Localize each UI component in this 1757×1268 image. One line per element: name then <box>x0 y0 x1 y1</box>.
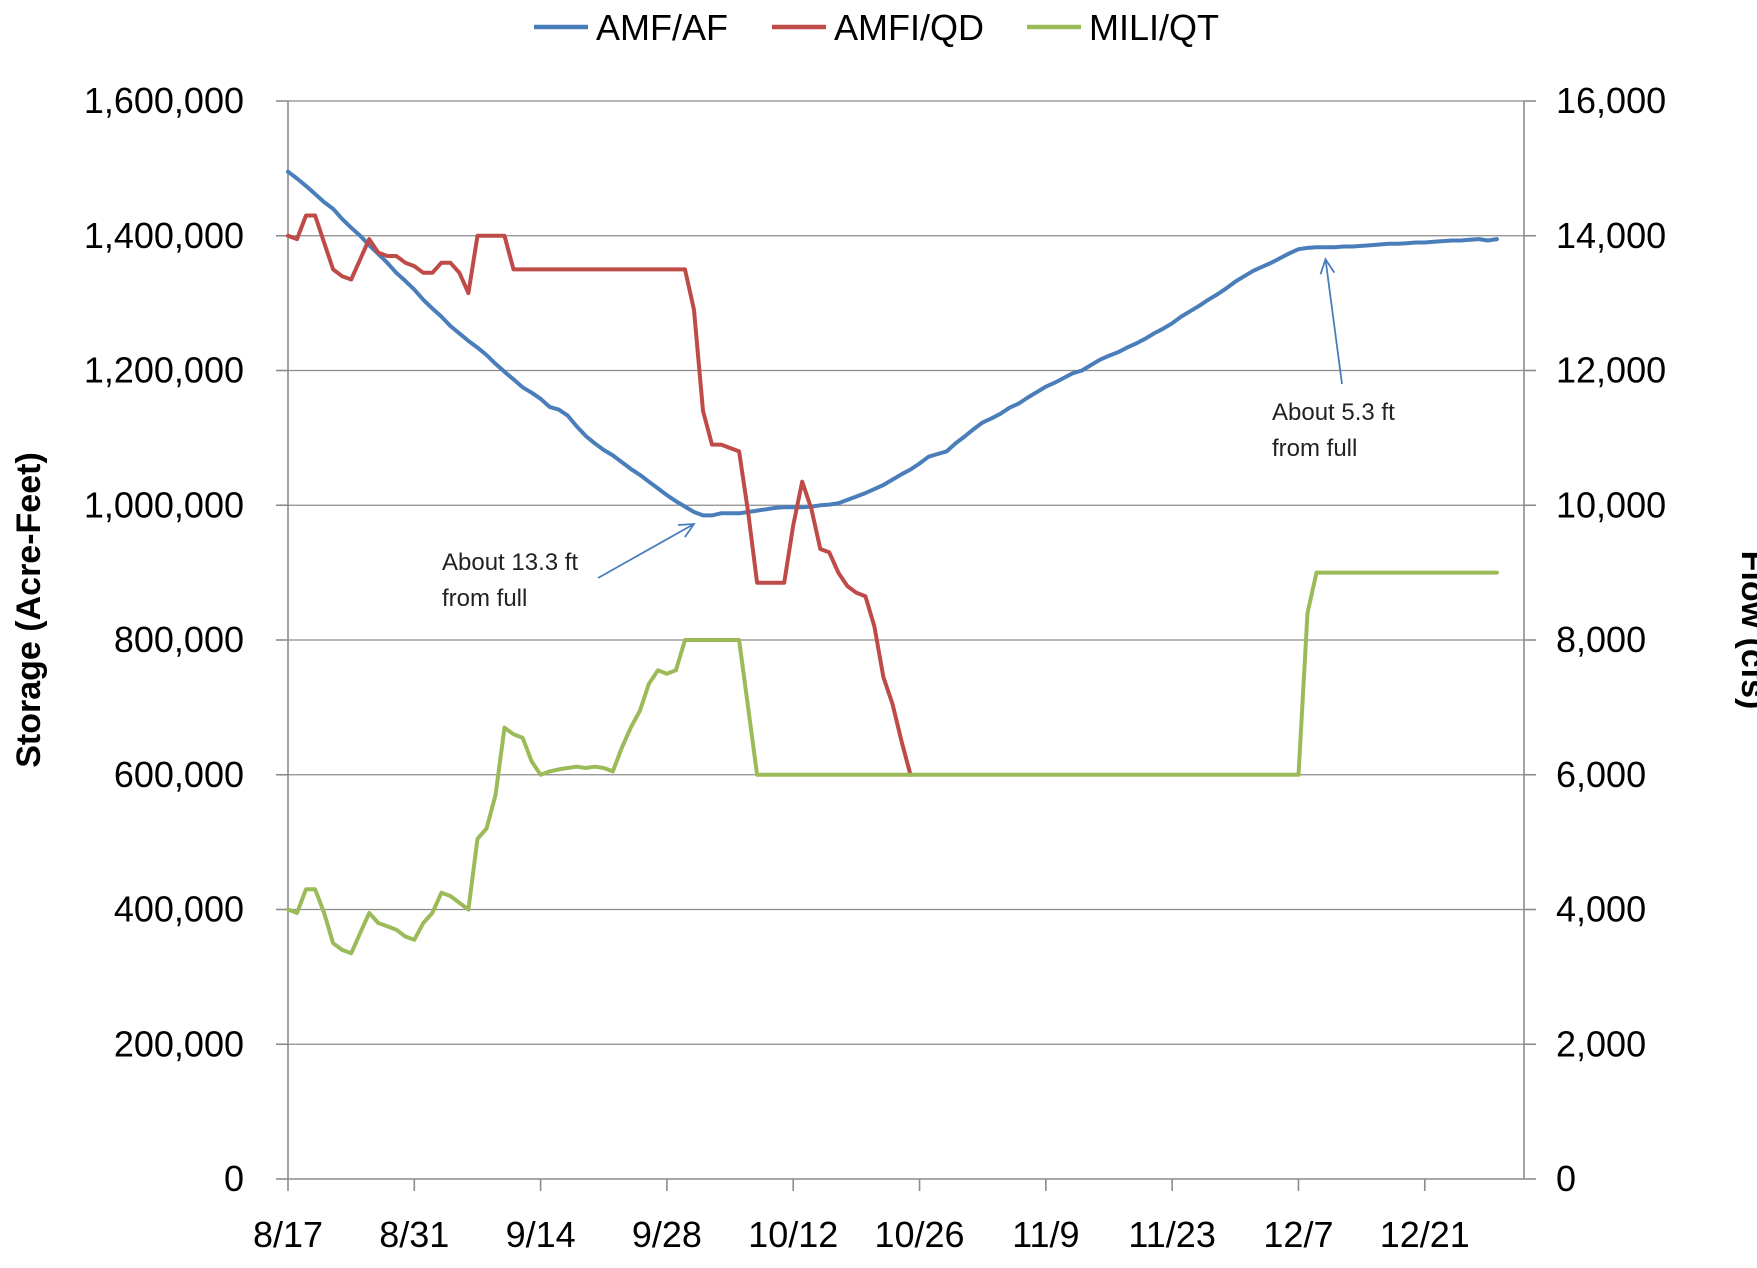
y2-tick-label: 12,000 <box>1556 350 1666 391</box>
y-tick-label: 600,000 <box>114 754 244 795</box>
y-tick-label: 1,600,000 <box>84 80 244 121</box>
axes: 0 0 200,000 2,000 400,000 4,000 600,000 6,000 80… <box>84 80 1666 1255</box>
annotation-arrowhead <box>1319 257 1336 275</box>
y2-tick-label: 4,000 <box>1556 889 1646 930</box>
annotation-text: from full <box>1272 435 1357 462</box>
y-axis-title: Storage (Acre-Feet) <box>10 452 48 768</box>
legend-label: AMFI/QD <box>834 7 984 48</box>
legend-label: MILI/QT <box>1089 7 1219 48</box>
x-tick-label: 9/28 <box>632 1214 702 1255</box>
x-tick-label: 12/7 <box>1263 1214 1333 1255</box>
y-tick-label: 1,400,000 <box>84 215 244 256</box>
legend-label: AMF/AF <box>596 7 728 48</box>
y-tick-label: 0 <box>224 1158 244 1199</box>
y2-tick-label: 6,000 <box>1556 754 1646 795</box>
x-tick-label: 8/17 <box>253 1214 323 1255</box>
annotation-text: About 5.3 ft <box>1272 399 1395 426</box>
annotation-arrow <box>1324 259 1343 385</box>
series-line-mili-qt <box>286 570 1499 956</box>
series-lines <box>286 169 1499 956</box>
y2-axis-title: Flow (cfs) <box>1734 551 1757 710</box>
annotation-text: About 13.3 ft <box>442 549 578 576</box>
legend: AMF/AF AMFI/QD MILI/QT <box>534 7 1219 48</box>
x-tick-label: 10/26 <box>874 1214 964 1255</box>
x-tick-label: 10/12 <box>748 1214 838 1255</box>
x-tick-label: 11/23 <box>1128 1214 1215 1255</box>
annotations: About 13.3 ft from full About 5.3 ft from f… <box>442 257 1395 612</box>
series-line-amfi-qd <box>286 213 913 777</box>
y2-tick-label: 14,000 <box>1556 215 1666 256</box>
x-tick-label: 11/9 <box>1012 1214 1079 1255</box>
x-tick-label: 9/14 <box>506 1214 576 1255</box>
annotation-arrowhead <box>677 522 696 538</box>
y2-tick-label: 0 <box>1556 1158 1576 1199</box>
y2-tick-label: 10,000 <box>1556 484 1666 525</box>
y2-tick-label: 16,000 <box>1556 80 1666 121</box>
x-tick-label: 12/21 <box>1380 1214 1470 1255</box>
series-line-amf-af <box>286 169 1499 518</box>
y-tick-label: 400,000 <box>114 889 244 930</box>
y2-tick-label: 8,000 <box>1556 619 1646 660</box>
annotation-text: from full <box>442 585 527 612</box>
annotation-arrow <box>597 523 695 579</box>
y-tick-label: 1,000,000 <box>84 484 244 525</box>
y2-tick-label: 2,000 <box>1556 1023 1646 1064</box>
y-tick-label: 200,000 <box>114 1023 244 1064</box>
y-tick-label: 800,000 <box>114 619 244 660</box>
y-tick-label: 1,200,000 <box>84 350 244 391</box>
x-tick-label: 8/31 <box>379 1214 449 1255</box>
